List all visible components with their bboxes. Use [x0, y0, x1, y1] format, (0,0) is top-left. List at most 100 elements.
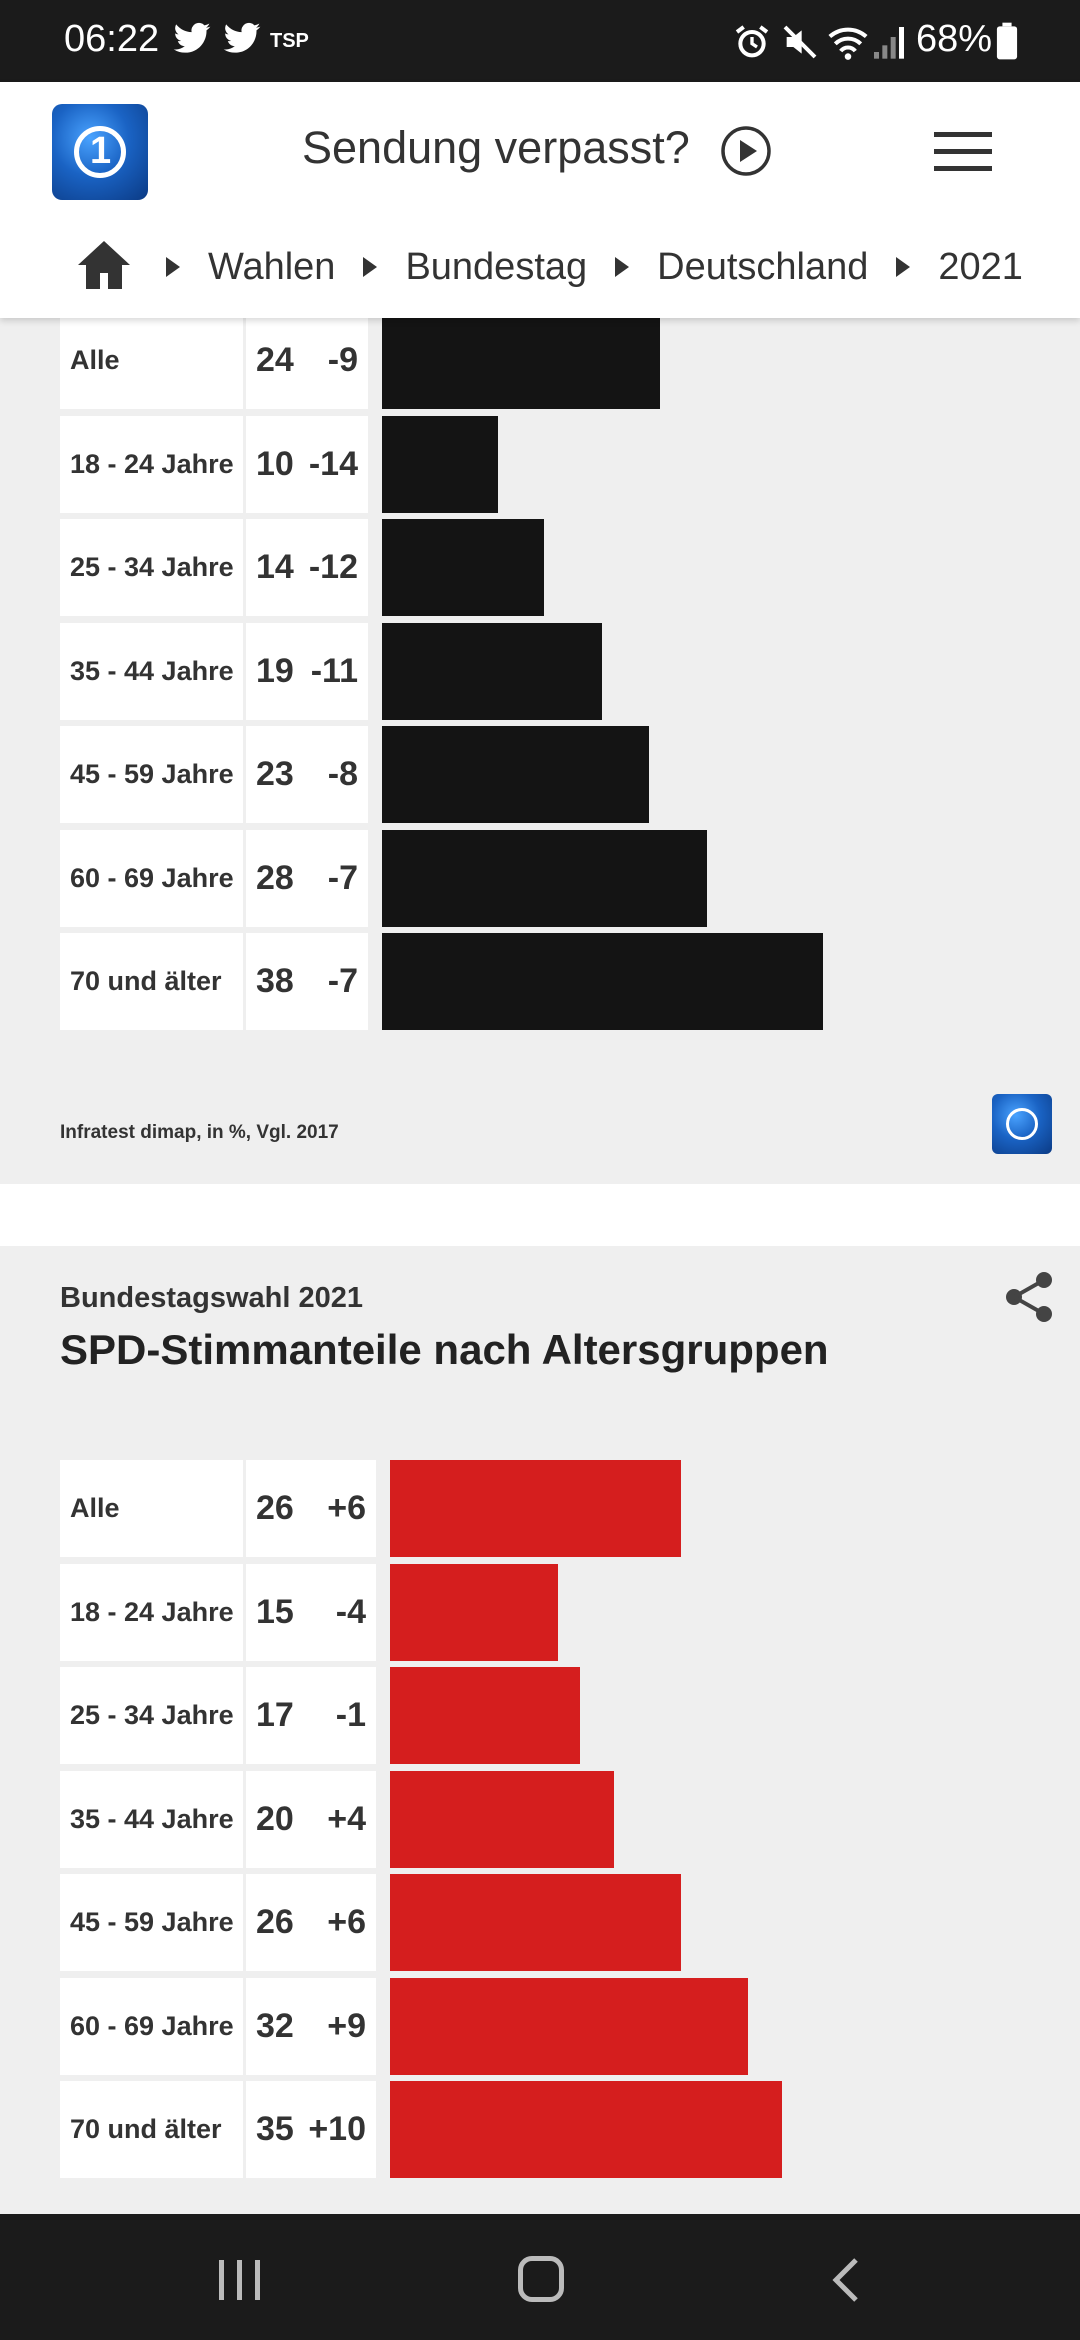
chart-bar	[390, 1460, 682, 1557]
mute-icon	[780, 22, 820, 66]
chart-bar	[390, 1563, 558, 1661]
share-value: 15	[256, 1592, 294, 1631]
change-value: -9	[327, 341, 358, 379]
change-value: -14	[308, 444, 358, 483]
value-cell: 20 +4	[246, 1770, 376, 1868]
breadcrumb: Wahlen Bundestag Deutschland 2021	[76, 232, 1051, 302]
logo-one-icon: 1	[90, 130, 112, 172]
tagesschau-logo-icon	[992, 1094, 1052, 1154]
age-group-label: 60 - 69 Jahre	[60, 1977, 243, 2075]
battery-percent: 68%	[916, 18, 993, 60]
chart-bar	[390, 1667, 581, 1764]
change-value: -7	[327, 962, 358, 1000]
change-value: -4	[335, 1592, 366, 1631]
change-value: +6	[327, 1903, 366, 1941]
signal-icon	[872, 22, 906, 66]
value-cell: 38 -7	[246, 933, 368, 1030]
change-value: +9	[327, 2006, 366, 2045]
section-divider	[0, 1184, 1080, 1246]
value-cell: 32 +9	[246, 1977, 376, 2075]
value-cell: 26 +6	[246, 1874, 376, 1971]
breadcrumb-item-deutschland[interactable]: Deutschland	[615, 246, 868, 289]
share-value: 23	[256, 755, 294, 793]
home-button-icon[interactable]	[518, 2256, 564, 2302]
status-app-label: TSP	[270, 30, 309, 52]
age-group-label: 25 - 34 Jahre	[60, 519, 243, 616]
share-value: 32	[256, 2006, 294, 2045]
change-value: -12	[308, 548, 358, 586]
change-value: +6	[327, 1489, 366, 1527]
recent-apps-icon[interactable]	[215, 2258, 265, 2306]
age-group-label: 18 - 24 Jahre	[60, 415, 243, 513]
change-value: +4	[327, 1799, 366, 1838]
play-icon[interactable]	[720, 125, 772, 181]
alarm-icon	[732, 22, 772, 66]
breadcrumb-item-2021[interactable]: 2021	[896, 246, 1023, 289]
chart-bar	[390, 2081, 782, 2178]
share-value: 38	[256, 962, 294, 1000]
tagesschau-logo-icon[interactable]: 1	[52, 104, 148, 200]
share-value: 19	[256, 651, 294, 690]
age-group-chart-top: Alle 24 -9 18 - 24 Jahre 10 -14 25 - 34 Jahre 1…	[0, 312, 1080, 1184]
value-cell: 24 -9	[246, 312, 368, 409]
status-time: 06:22	[64, 18, 160, 60]
breadcrumb-item-wahlen[interactable]: Wahlen	[166, 246, 335, 289]
age-group-label: 70 und älter	[60, 2081, 243, 2178]
age-group-label: 18 - 24 Jahre	[60, 1563, 243, 1661]
chart-subtitle: Bundestagswahl 2021	[60, 1282, 363, 1314]
twitter-icon	[172, 22, 212, 60]
age-group-label: 45 - 59 Jahre	[60, 726, 243, 823]
app-header: 1 Sendung verpasst? Wahlen Bundestag Deu…	[0, 82, 1080, 318]
value-cell: 10 -14	[246, 415, 368, 513]
age-group-label: 35 - 44 Jahre	[60, 1770, 243, 1868]
share-value: 14	[256, 548, 294, 586]
breadcrumb-label: Bundestag	[405, 245, 588, 288]
change-value: -8	[327, 755, 358, 793]
age-group-label: 45 - 59 Jahre	[60, 1874, 243, 1971]
value-cell: 28 -7	[246, 829, 368, 927]
share-value: 26	[256, 1489, 294, 1527]
share-value: 28	[256, 858, 294, 897]
breadcrumb-arrow-icon	[363, 257, 378, 277]
change-value: +10	[308, 2110, 366, 2148]
missed-show-link[interactable]: Sendung verpasst?	[302, 122, 690, 173]
change-value: -7	[327, 858, 358, 897]
home-icon[interactable]	[76, 239, 132, 295]
share-value: 17	[256, 1696, 294, 1734]
change-value: -1	[335, 1696, 366, 1734]
breadcrumb-item-bundestag[interactable]: Bundestag	[363, 246, 587, 289]
battery-icon	[996, 22, 1018, 64]
change-value: -11	[310, 651, 358, 690]
chart-bar	[390, 1874, 682, 1971]
value-cell: 14 -12	[246, 519, 368, 616]
breadcrumb-arrow-icon	[166, 257, 180, 277]
value-cell: 15 -4	[246, 1563, 376, 1661]
chart-bar	[382, 829, 707, 927]
system-nav-bar	[0, 2214, 1080, 2340]
share-value: 24	[256, 341, 294, 379]
chart-bar	[382, 726, 649, 823]
spd-age-group-chart: Bundestagswahl 2021 SPD-Stimmanteile nac…	[0, 1246, 1080, 2214]
breadcrumb-label: Wahlen	[208, 245, 336, 288]
back-icon[interactable]	[830, 2256, 860, 2308]
share-value: 26	[256, 1903, 294, 1941]
value-cell: 26 +6	[246, 1460, 376, 1557]
breadcrumb-label: Deutschland	[657, 245, 869, 288]
age-group-label: 25 - 34 Jahre	[60, 1667, 243, 1764]
value-cell: 19 -11	[246, 622, 368, 720]
chart-bar	[382, 415, 498, 513]
chart-bar	[382, 519, 545, 616]
chart-bar	[382, 933, 823, 1030]
value-cell: 35 +10	[246, 2081, 376, 2178]
breadcrumb-arrow-icon	[615, 257, 630, 277]
share-icon[interactable]	[1002, 1270, 1056, 1328]
age-group-label: 70 und älter	[60, 933, 243, 1030]
logo-ring	[74, 126, 126, 178]
chart-bar	[382, 622, 603, 720]
age-group-label: Alle	[60, 1460, 243, 1557]
breadcrumb-label: 2021	[938, 245, 1023, 288]
hamburger-menu-icon[interactable]	[934, 132, 992, 176]
chart-bar	[390, 1977, 749, 2075]
age-group-label: 35 - 44 Jahre	[60, 622, 243, 720]
